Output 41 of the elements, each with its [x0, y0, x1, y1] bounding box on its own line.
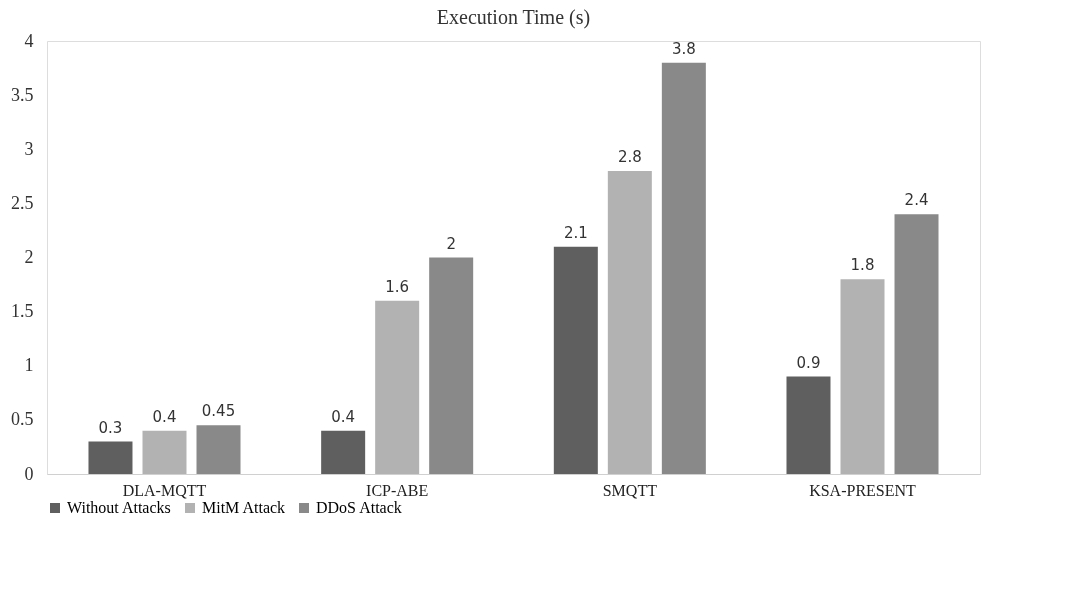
bar — [661, 62, 706, 474]
x-tick-label: DLA-MQTT — [122, 481, 207, 499]
y-tick-label: 3 — [24, 138, 34, 159]
bar — [321, 430, 366, 474]
y-tick-label: 0.5 — [11, 409, 34, 430]
bar — [375, 300, 420, 474]
bar — [142, 430, 187, 474]
y-tick-label: 1.5 — [11, 301, 34, 322]
bar — [88, 441, 133, 474]
y-tick-label: 0 — [24, 463, 34, 484]
data-label: 0.45 — [201, 402, 236, 421]
bar — [840, 279, 885, 474]
data-label: 2.8 — [617, 147, 642, 166]
bar — [196, 425, 241, 474]
y-tick-label: 2.5 — [11, 192, 34, 213]
y-tick-label: 3.5 — [11, 84, 34, 105]
chart-title: Execution Time (s) — [436, 6, 591, 29]
data-label: 0.4 — [152, 407, 177, 426]
data-label: 0.4 — [331, 407, 356, 426]
data-label: 3.8 — [671, 39, 696, 58]
data-label: 2 — [446, 234, 456, 253]
legend-label: MitM Attack — [202, 499, 286, 516]
y-tick-label: 2 — [24, 247, 34, 267]
legend-label: Without Attacks — [67, 499, 171, 516]
data-label: 2.1 — [563, 223, 588, 242]
data-label: 0.9 — [796, 353, 821, 372]
data-label: 2.4 — [904, 191, 929, 210]
y-tick-label: 4 — [24, 30, 34, 51]
x-tick-label: SMQTT — [602, 481, 658, 499]
x-tick-label: ICP-ABE — [366, 481, 429, 499]
y-tick-label: 1 — [24, 355, 34, 376]
bar — [553, 246, 598, 474]
bar — [429, 257, 474, 474]
data-label: 1.6 — [385, 277, 410, 296]
legend-label: DDoS Attack — [316, 499, 402, 516]
data-label: 0.3 — [98, 418, 123, 437]
data-label: 1.8 — [850, 256, 875, 275]
bar — [894, 214, 939, 474]
x-tick-label: KSA-PRESENT — [809, 481, 917, 499]
bar — [607, 170, 652, 474]
bar — [786, 376, 831, 474]
